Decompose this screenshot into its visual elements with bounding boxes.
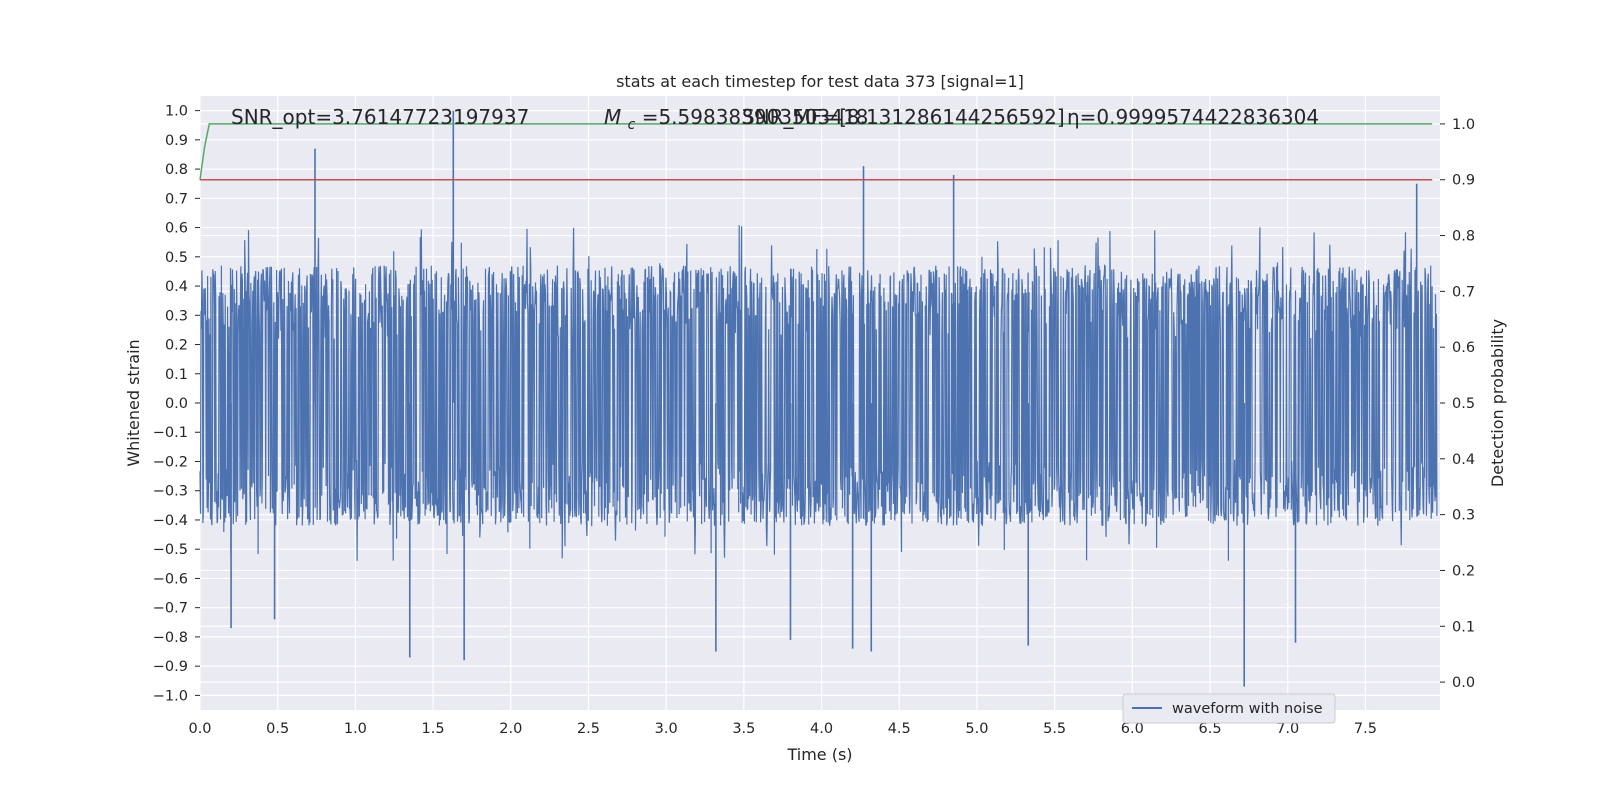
x-tick-label: 5.0 (965, 721, 988, 737)
y-tick-label: −0.3 (153, 484, 188, 500)
y-tick-label: −1.0 (153, 688, 188, 704)
x-tick-label: 4.5 (888, 721, 911, 737)
plot-area (199, 110, 1438, 687)
annotation-chirp-mass: M c =5.598383903503418 (604, 105, 868, 134)
annotation-chirp-mass-subscript: c (628, 117, 636, 133)
y-tick-label: −0.7 (153, 601, 188, 617)
y-tick-label: −0.2 (153, 454, 188, 470)
x-tick-label: 4.0 (810, 721, 833, 737)
annotation-chirp-mass-value: =5.598383903503418 (642, 105, 869, 129)
y-tick-label: 0.9 (165, 133, 188, 149)
y2-tick-label: 0.4 (1452, 452, 1475, 468)
y2-tick-label: 1.0 (1452, 117, 1475, 133)
x-tick-label: 0.5 (266, 721, 289, 737)
y-tick-label: 0.1 (165, 367, 188, 383)
y-tick-label: 0.7 (165, 191, 188, 207)
annotation-chirp-mass-symbol: M (604, 105, 621, 129)
tick-labels: 0.0 0.5 1.0 1.5 2.0 2.5 3.0 3.5 4.0 4.5 5.0 5.5 6.0 6… (153, 104, 1475, 737)
y-tick-label: 0.2 (165, 338, 188, 354)
y2-tick-label: 0.9 (1452, 173, 1475, 189)
x-tick-label: 6.0 (1121, 721, 1144, 737)
x-tick-label: 6.5 (1198, 721, 1221, 737)
y2-tick-label: 0.2 (1452, 563, 1475, 579)
x-tick-label: 5.5 (1043, 721, 1066, 737)
legend-box (1122, 693, 1336, 724)
y-tick-label: 0.0 (165, 396, 188, 412)
y-tick-label: −0.9 (153, 659, 188, 675)
y2-tick-label: 0.8 (1452, 229, 1475, 245)
x-axis-label: Time (s) (786, 745, 852, 764)
y-tick-label: −0.8 (153, 630, 188, 646)
x-tick-label: 2.5 (577, 721, 600, 737)
x-tick-label: 7.0 (1276, 721, 1299, 737)
y-tick-label: 1.0 (165, 104, 188, 120)
x-tick-label: 1.0 (344, 721, 367, 737)
annotation-eta: η=0.9999574422836304 (1067, 105, 1319, 129)
y-tick-label: −0.4 (153, 513, 188, 529)
series-probability-line (199, 123, 1433, 180)
annotation-snr-opt: SNR_opt=3.76147723197937 (231, 105, 529, 129)
chart-title: stats at each timestep for test data 373… (616, 72, 1024, 91)
y2-tick-label: 0.1 (1452, 619, 1475, 635)
y2-axis-label: Detection probability (1488, 319, 1507, 487)
y-tick-label: −0.5 (153, 542, 188, 558)
y-tick-label: −0.1 (153, 425, 188, 441)
x-tick-label: 1.5 (422, 721, 445, 737)
x-tick-label: 3.5 (732, 721, 755, 737)
x-tick-label: 2.0 (499, 721, 522, 737)
y2-tick-label: 0.5 (1452, 396, 1475, 412)
x-tick-label: 0.0 (188, 721, 211, 737)
y2-tick-label: 0.0 (1452, 675, 1475, 691)
legend: waveform with noise (1122, 693, 1336, 724)
y-axis-label: Whitened strain (124, 339, 143, 466)
y-tick-label: −0.6 (153, 571, 188, 587)
y2-tick-label: 0.6 (1452, 340, 1475, 356)
y-tick-label: 0.4 (165, 279, 188, 295)
y-tick-label: 0.8 (165, 162, 188, 178)
x-tick-label: 3.0 (655, 721, 678, 737)
series-waveform-line (199, 225, 1438, 561)
x-tick-label: 7.5 (1354, 721, 1377, 737)
legend-label-waveform: waveform with noise (1172, 701, 1323, 717)
y-tick-label: 0.6 (165, 221, 188, 237)
y-tick-label: 0.3 (165, 308, 188, 324)
y2-tick-label: 0.3 (1452, 508, 1475, 524)
annotation-snr-mf: SNR_MF=[8.131286144256592] (742, 105, 1065, 129)
y2-tick-label: 0.7 (1452, 284, 1475, 300)
y-tick-label: 0.5 (165, 250, 188, 266)
